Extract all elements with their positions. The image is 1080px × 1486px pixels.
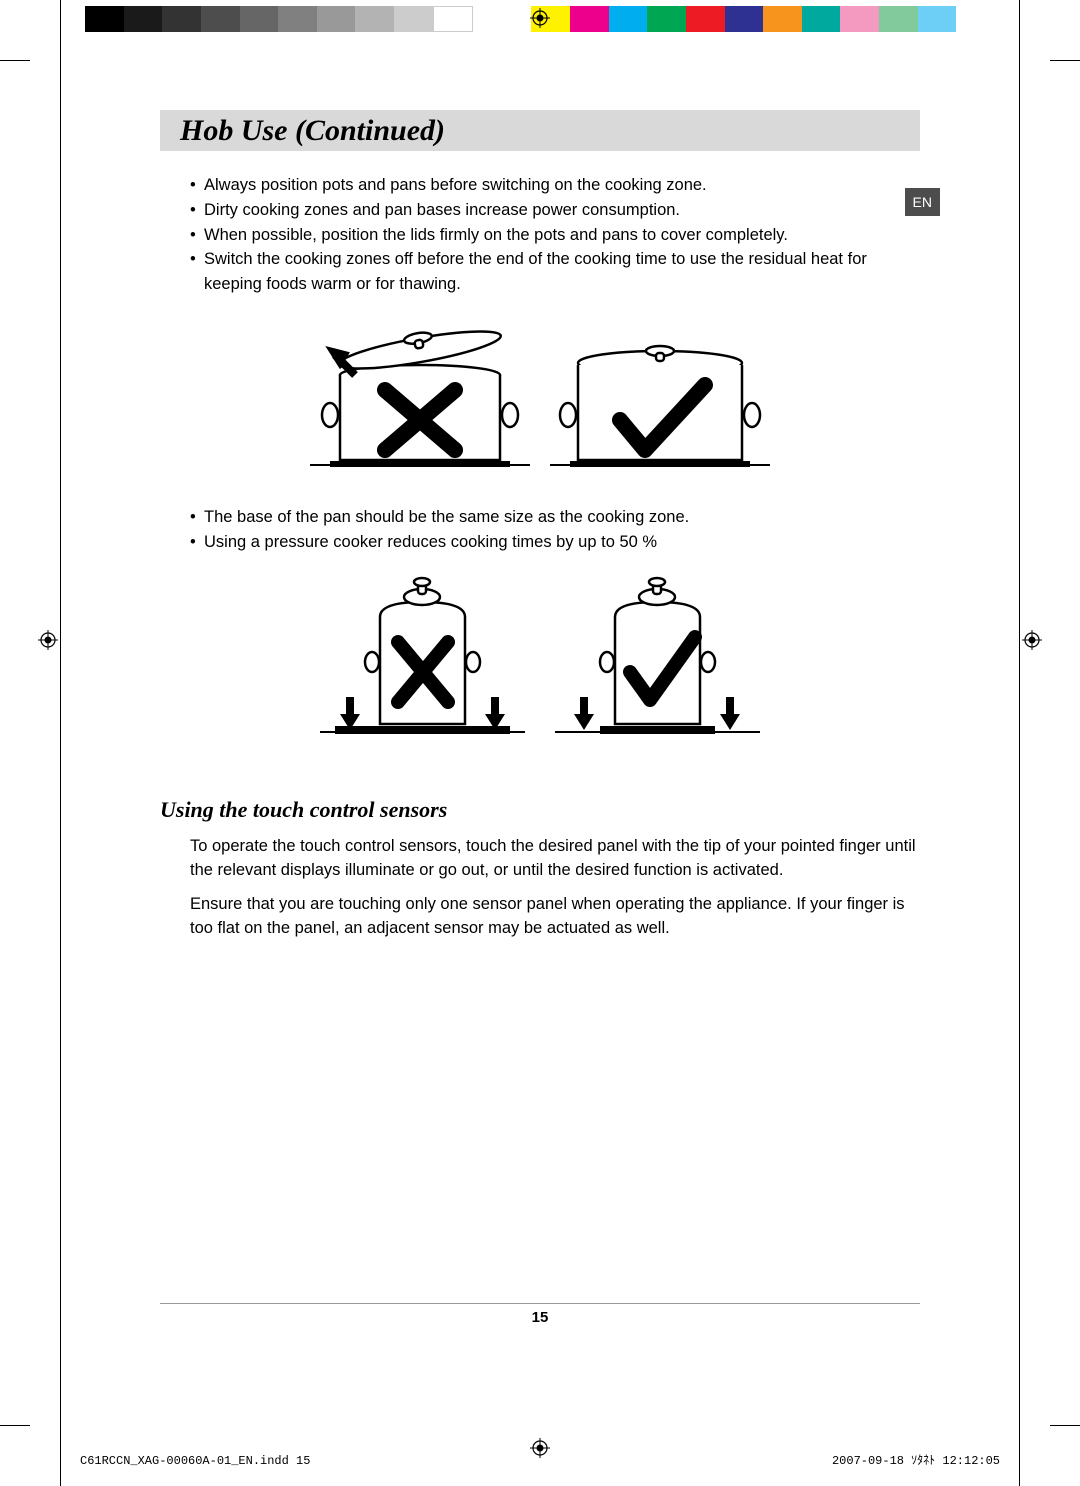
- bullet-item: Always position pots and pans before swi…: [190, 173, 920, 198]
- page-content: Hob Use (Continued) EN Always position p…: [60, 60, 1020, 1366]
- registration-mark-icon: [38, 630, 58, 650]
- subsection-title: Using the touch control sensors: [160, 797, 920, 823]
- footer-filename: C61RCCN_XAG-00060A-01_EN.indd 15: [80, 1454, 310, 1468]
- diagram-pots-lid: [160, 315, 920, 485]
- bullet-item: The base of the pan should be the same s…: [190, 505, 920, 530]
- bullet-item: Dirty cooking zones and pan bases increa…: [190, 198, 920, 223]
- section-title-bar: Hob Use (Continued) EN: [160, 110, 920, 151]
- registration-mark-icon: [530, 8, 550, 28]
- paragraph: Ensure that you are touching only one se…: [160, 893, 920, 941]
- bullet-item: Using a pressure cooker reduces cooking …: [190, 530, 920, 555]
- registration-mark-icon: [530, 1438, 550, 1458]
- footer-timestamp: 2007-09-18 ｿﾀﾈﾄ 12:12:05: [832, 1451, 1000, 1468]
- registration-mark-icon: [1022, 630, 1042, 650]
- footer-rule: [160, 1303, 920, 1304]
- bullet-item: When possible, position the lids firmly …: [190, 223, 920, 248]
- bullet-list-2: The base of the pan should be the same s…: [160, 505, 920, 555]
- paragraph: To operate the touch control sensors, to…: [160, 835, 920, 883]
- bullet-item: Switch the cooking zones off before the …: [190, 247, 920, 297]
- section-title: Hob Use (Continued): [180, 114, 445, 147]
- page-number: 15: [60, 1309, 1020, 1326]
- bullet-list-1: Always position pots and pans before swi…: [160, 173, 920, 297]
- diagram-pots-size: [160, 572, 920, 752]
